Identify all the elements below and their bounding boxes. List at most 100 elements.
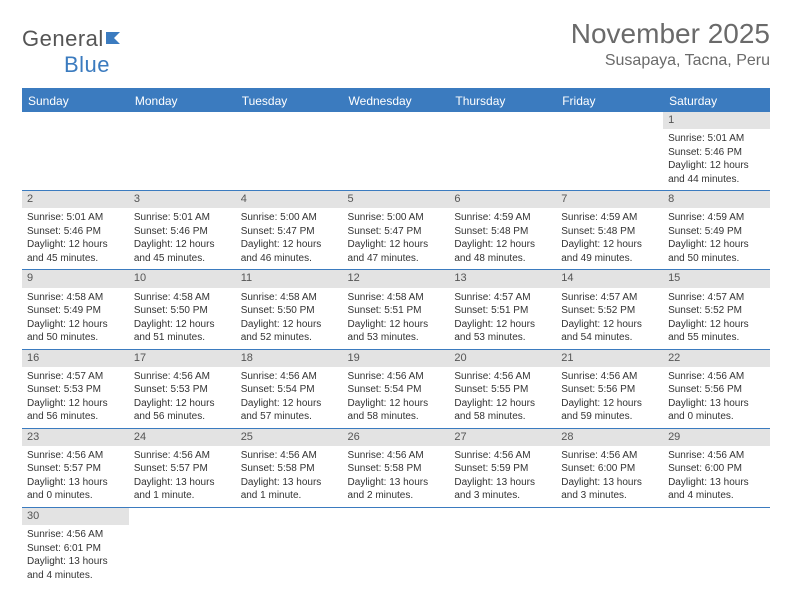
logo-flag-icon — [106, 26, 128, 52]
day-number: 6 — [449, 191, 556, 208]
day-details: Sunrise: 4:58 AMSunset: 5:50 PMDaylight:… — [129, 288, 236, 349]
sunrise-text: Sunrise: 5:00 AM — [348, 211, 445, 225]
calendar-cell: 19Sunrise: 4:56 AMSunset: 5:54 PMDayligh… — [343, 349, 450, 428]
sunrise-text: Sunrise: 4:56 AM — [561, 370, 658, 384]
sunset-text: Sunset: 5:53 PM — [134, 383, 231, 397]
calendar-cell — [343, 112, 450, 191]
calendar-row: 9Sunrise: 4:58 AMSunset: 5:49 PMDaylight… — [22, 270, 770, 349]
day-number: 8 — [663, 191, 770, 208]
day-details: Sunrise: 4:58 AMSunset: 5:51 PMDaylight:… — [343, 288, 450, 349]
day-details: Sunrise: 5:01 AMSunset: 5:46 PMDaylight:… — [663, 129, 770, 190]
sunset-text: Sunset: 5:59 PM — [454, 462, 551, 476]
weekday-header: Friday — [556, 89, 663, 112]
day-details: Sunrise: 4:56 AMSunset: 5:56 PMDaylight:… — [663, 367, 770, 428]
sunrise-text: Sunrise: 4:56 AM — [27, 528, 124, 542]
day-number: 5 — [343, 191, 450, 208]
daylight-text: Daylight: 12 hours and 54 minutes. — [561, 318, 658, 345]
day-number: 13 — [449, 270, 556, 287]
day-details: Sunrise: 4:56 AMSunset: 6:01 PMDaylight:… — [22, 525, 129, 586]
sunrise-text: Sunrise: 4:56 AM — [27, 449, 124, 463]
daylight-text: Daylight: 12 hours and 45 minutes. — [27, 238, 124, 265]
location: Susapaya, Tacna, Peru — [571, 52, 770, 70]
daylight-text: Daylight: 12 hours and 55 minutes. — [668, 318, 765, 345]
daylight-text: Daylight: 12 hours and 44 minutes. — [668, 159, 765, 186]
daylight-text: Daylight: 12 hours and 58 minutes. — [348, 397, 445, 424]
sunset-text: Sunset: 5:46 PM — [27, 225, 124, 239]
day-number: 15 — [663, 270, 770, 287]
sunset-text: Sunset: 5:54 PM — [241, 383, 338, 397]
calendar-cell: 18Sunrise: 4:56 AMSunset: 5:54 PMDayligh… — [236, 349, 343, 428]
sunrise-text: Sunrise: 4:56 AM — [348, 449, 445, 463]
calendar-cell — [449, 507, 556, 586]
sunrise-text: Sunrise: 5:01 AM — [27, 211, 124, 225]
calendar-cell: 28Sunrise: 4:56 AMSunset: 6:00 PMDayligh… — [556, 428, 663, 507]
day-number: 22 — [663, 350, 770, 367]
day-details: Sunrise: 4:57 AMSunset: 5:51 PMDaylight:… — [449, 288, 556, 349]
day-number: 10 — [129, 270, 236, 287]
calendar-cell: 3Sunrise: 5:01 AMSunset: 5:46 PMDaylight… — [129, 191, 236, 270]
calendar-cell: 22Sunrise: 4:56 AMSunset: 5:56 PMDayligh… — [663, 349, 770, 428]
sunrise-text: Sunrise: 4:59 AM — [561, 211, 658, 225]
sunrise-text: Sunrise: 4:56 AM — [134, 370, 231, 384]
calendar-cell: 9Sunrise: 4:58 AMSunset: 5:49 PMDaylight… — [22, 270, 129, 349]
sunset-text: Sunset: 5:55 PM — [454, 383, 551, 397]
calendar-cell: 24Sunrise: 4:56 AMSunset: 5:57 PMDayligh… — [129, 428, 236, 507]
sunset-text: Sunset: 6:00 PM — [561, 462, 658, 476]
calendar-cell: 4Sunrise: 5:00 AMSunset: 5:47 PMDaylight… — [236, 191, 343, 270]
day-number: 19 — [343, 350, 450, 367]
day-details: Sunrise: 4:56 AMSunset: 5:56 PMDaylight:… — [556, 367, 663, 428]
calendar-row: 1Sunrise: 5:01 AMSunset: 5:46 PMDaylight… — [22, 112, 770, 191]
day-number: 18 — [236, 350, 343, 367]
sunset-text: Sunset: 5:56 PM — [561, 383, 658, 397]
daylight-text: Daylight: 12 hours and 48 minutes. — [454, 238, 551, 265]
day-number: 12 — [343, 270, 450, 287]
calendar-cell — [22, 112, 129, 191]
sunset-text: Sunset: 5:58 PM — [241, 462, 338, 476]
sunrise-text: Sunrise: 4:58 AM — [134, 291, 231, 305]
daylight-text: Daylight: 13 hours and 3 minutes. — [454, 476, 551, 503]
daylight-text: Daylight: 12 hours and 59 minutes. — [561, 397, 658, 424]
sunrise-text: Sunrise: 4:56 AM — [454, 449, 551, 463]
month-title: November 2025 — [571, 18, 770, 50]
sunrise-text: Sunrise: 4:56 AM — [241, 449, 338, 463]
day-number: 25 — [236, 429, 343, 446]
daylight-text: Daylight: 12 hours and 46 minutes. — [241, 238, 338, 265]
sunrise-text: Sunrise: 4:56 AM — [348, 370, 445, 384]
sunset-text: Sunset: 5:46 PM — [668, 146, 765, 160]
calendar-row: 16Sunrise: 4:57 AMSunset: 5:53 PMDayligh… — [22, 349, 770, 428]
sunrise-text: Sunrise: 4:56 AM — [561, 449, 658, 463]
sunset-text: Sunset: 5:57 PM — [27, 462, 124, 476]
sunset-text: Sunset: 5:53 PM — [27, 383, 124, 397]
calendar-cell: 27Sunrise: 4:56 AMSunset: 5:59 PMDayligh… — [449, 428, 556, 507]
daylight-text: Daylight: 13 hours and 0 minutes. — [668, 397, 765, 424]
daylight-text: Daylight: 12 hours and 47 minutes. — [348, 238, 445, 265]
calendar-cell: 13Sunrise: 4:57 AMSunset: 5:51 PMDayligh… — [449, 270, 556, 349]
sunset-text: Sunset: 5:57 PM — [134, 462, 231, 476]
calendar-cell: 12Sunrise: 4:58 AMSunset: 5:51 PMDayligh… — [343, 270, 450, 349]
weekday-header: Thursday — [449, 89, 556, 112]
sunset-text: Sunset: 6:00 PM — [668, 462, 765, 476]
day-details: Sunrise: 5:01 AMSunset: 5:46 PMDaylight:… — [129, 208, 236, 269]
calendar-cell: 29Sunrise: 4:56 AMSunset: 6:00 PMDayligh… — [663, 428, 770, 507]
day-details: Sunrise: 4:56 AMSunset: 5:57 PMDaylight:… — [129, 446, 236, 507]
day-details: Sunrise: 4:56 AMSunset: 5:58 PMDaylight:… — [343, 446, 450, 507]
day-details: Sunrise: 4:57 AMSunset: 5:52 PMDaylight:… — [556, 288, 663, 349]
logo-text-blue: Blue — [64, 52, 110, 77]
calendar-cell — [449, 112, 556, 191]
day-details: Sunrise: 4:56 AMSunset: 6:00 PMDaylight:… — [556, 446, 663, 507]
sunrise-text: Sunrise: 4:57 AM — [561, 291, 658, 305]
sunset-text: Sunset: 5:51 PM — [454, 304, 551, 318]
weekday-header: Saturday — [663, 89, 770, 112]
sunset-text: Sunset: 5:48 PM — [454, 225, 551, 239]
sunrise-text: Sunrise: 4:58 AM — [241, 291, 338, 305]
sunrise-text: Sunrise: 4:57 AM — [27, 370, 124, 384]
day-number: 17 — [129, 350, 236, 367]
calendar-cell: 11Sunrise: 4:58 AMSunset: 5:50 PMDayligh… — [236, 270, 343, 349]
daylight-text: Daylight: 13 hours and 0 minutes. — [27, 476, 124, 503]
sunset-text: Sunset: 5:47 PM — [241, 225, 338, 239]
daylight-text: Daylight: 12 hours and 49 minutes. — [561, 238, 658, 265]
day-details: Sunrise: 4:56 AMSunset: 5:59 PMDaylight:… — [449, 446, 556, 507]
daylight-text: Daylight: 13 hours and 1 minute. — [134, 476, 231, 503]
sunrise-text: Sunrise: 4:59 AM — [454, 211, 551, 225]
day-details: Sunrise: 4:57 AMSunset: 5:52 PMDaylight:… — [663, 288, 770, 349]
